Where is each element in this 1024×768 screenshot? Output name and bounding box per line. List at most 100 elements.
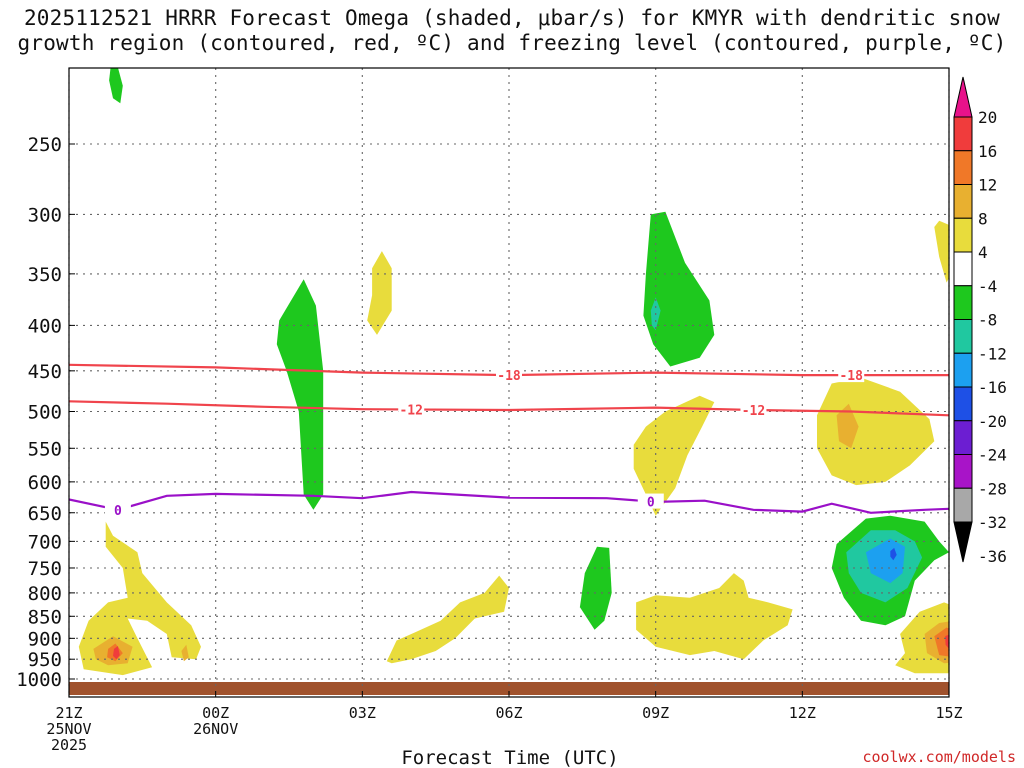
colorbar-swatch-12 — [953, 487, 973, 523]
colorbar-swatch-6 — [953, 285, 973, 320]
x-axis-label: Forecast Time (UTC) — [401, 747, 618, 768]
omega-region-10 — [934, 220, 949, 283]
colorbar-label-m4: -4 — [978, 277, 997, 296]
colorbar-swatch-7 — [953, 319, 973, 354]
y-tick-label-950: 950 — [28, 649, 62, 671]
colorbar-label-16: 16 — [978, 142, 997, 161]
omega-region-1 — [276, 279, 324, 510]
omega-region-12 — [817, 377, 935, 486]
y-tick-label-600: 600 — [28, 472, 62, 494]
contour-line-m12 — [69, 400, 949, 417]
omega-region-14 — [78, 521, 201, 676]
colorbar-label-12: 12 — [978, 176, 997, 195]
colorbar-swatch-3 — [953, 184, 973, 219]
x-tick-label-0-2: 2025 — [51, 736, 87, 754]
colorbar-label-m12: -12 — [978, 344, 1007, 363]
y-tick-label-800: 800 — [28, 583, 62, 605]
omega-region-0 — [109, 68, 123, 104]
colorbar-label-4: 4 — [978, 243, 988, 262]
ground-layer — [69, 682, 949, 695]
colorbar-label-8: 8 — [978, 209, 988, 228]
omega-region-2 — [643, 211, 715, 367]
x-tick-label-3-0: 00Z — [202, 704, 229, 722]
y-tick-label-750: 750 — [28, 558, 62, 580]
y-tick-label-250: 250 — [28, 134, 62, 156]
contour-label-bg — [398, 401, 425, 417]
colorbar-swatch-1 — [953, 116, 973, 152]
y-tick-label-350: 350 — [28, 264, 62, 286]
y-tick-label-550: 550 — [28, 438, 62, 460]
omega-region-17 — [113, 646, 120, 660]
colorbar-label-m20: -20 — [978, 412, 1007, 431]
colorbar-label-m16: -16 — [978, 378, 1007, 397]
contour-layer — [69, 363, 949, 514]
contour-label-bg — [104, 501, 131, 517]
contour-label-m18: -18 — [839, 369, 863, 384]
contour-label-bg — [740, 401, 767, 417]
contour-label-m18: -18 — [497, 369, 521, 384]
x-tick-label-0-0: 21Z — [55, 704, 82, 722]
x-tick-label-9-0: 06Z — [495, 704, 522, 722]
x-tick-label-12-0: 09Z — [642, 704, 669, 722]
contour-label-bg — [496, 367, 522, 383]
colorbar-swatch-2 — [953, 150, 973, 185]
x-tick-label-18-0: 15Z — [935, 704, 962, 722]
colorbar-label-m32: -32 — [978, 513, 1007, 532]
colorbar-swatch-10 — [953, 420, 973, 455]
contour-line-0 — [69, 490, 949, 514]
contour-label-layer: -18 -18 -12 -12 0 0 — [104, 367, 865, 519]
colorbar-label-m28: -28 — [978, 479, 1007, 498]
y-tick-label-850: 850 — [28, 606, 62, 628]
contour-label-0: 0 — [114, 504, 122, 519]
y-tick-label-300: 300 — [28, 204, 62, 226]
contour-label-m12: -12 — [742, 404, 765, 419]
omega-region-19 — [386, 575, 509, 664]
credit-text: coolwx.com/models — [862, 748, 1016, 766]
y-tick-label-500: 500 — [28, 402, 62, 424]
chart-title-line2: growth region (contoured, red, ºC) and f… — [17, 31, 1007, 55]
x-tick-label-3-1: 26NOV — [193, 720, 238, 738]
omega-region-18 — [181, 644, 189, 662]
chart-title-line1: 2025112521 HRRR Forecast Omega (shaded, … — [23, 6, 1001, 30]
omega-region-9 — [367, 251, 392, 335]
colorbar-label-20: 20 — [978, 108, 997, 127]
contour-label-bg — [838, 367, 865, 383]
x-tick-label-15-0: 12Z — [789, 704, 816, 722]
y-tick-label-700: 700 — [28, 531, 62, 553]
chart-title: 2025112521 HRRR Forecast Omega (shaded, … — [0, 6, 1024, 56]
colorbar: 20 16 12 8 4 -4 -8 -12 -16 -20 -24 -28 -32 -36 — [953, 76, 1007, 566]
y-tick-label-650: 650 — [28, 503, 62, 525]
y-tick-label-1000: 1000 — [16, 669, 62, 691]
colorbar-swatch-11 — [953, 454, 973, 489]
colorbar-swatch-4 — [953, 217, 973, 253]
colorbar-swatch-9 — [953, 386, 973, 422]
omega-region-8 — [890, 547, 897, 561]
y-tick-label-400: 400 — [28, 315, 62, 337]
x-tick-label-0-1: 25NOV — [46, 720, 91, 738]
colorbar-top-arrow — [953, 76, 973, 118]
y-axis: 2503003504004505005506006507007508008509… — [16, 134, 75, 691]
colorbar-label-m36: -36 — [978, 547, 1007, 566]
colorbar-swatch-8 — [953, 352, 973, 388]
contour-label-m12: -12 — [399, 403, 422, 418]
contour-label-0: 0 — [647, 496, 655, 511]
y-tick-label-450: 450 — [28, 361, 62, 383]
colorbar-label-m8: -8 — [978, 311, 997, 330]
omega-region-7 — [865, 538, 905, 584]
omega-shading-layer — [78, 68, 949, 676]
contour-label-bg — [637, 493, 664, 509]
contour-line-m18 — [69, 363, 949, 377]
x-tick-label-6-0: 03Z — [349, 704, 376, 722]
omega-region-11 — [633, 395, 715, 516]
omega-region-24 — [945, 634, 949, 649]
omega-region-23 — [934, 627, 949, 657]
omega-region-13 — [836, 403, 859, 449]
ground-surface-bar — [69, 682, 949, 695]
colorbar-bottom-arrow — [953, 521, 973, 563]
omega-region-4 — [579, 546, 612, 630]
y-tick-label-900: 900 — [28, 628, 62, 650]
colorbar-label-m24: -24 — [978, 446, 1007, 465]
colorbar-swatch-5 — [953, 251, 973, 287]
